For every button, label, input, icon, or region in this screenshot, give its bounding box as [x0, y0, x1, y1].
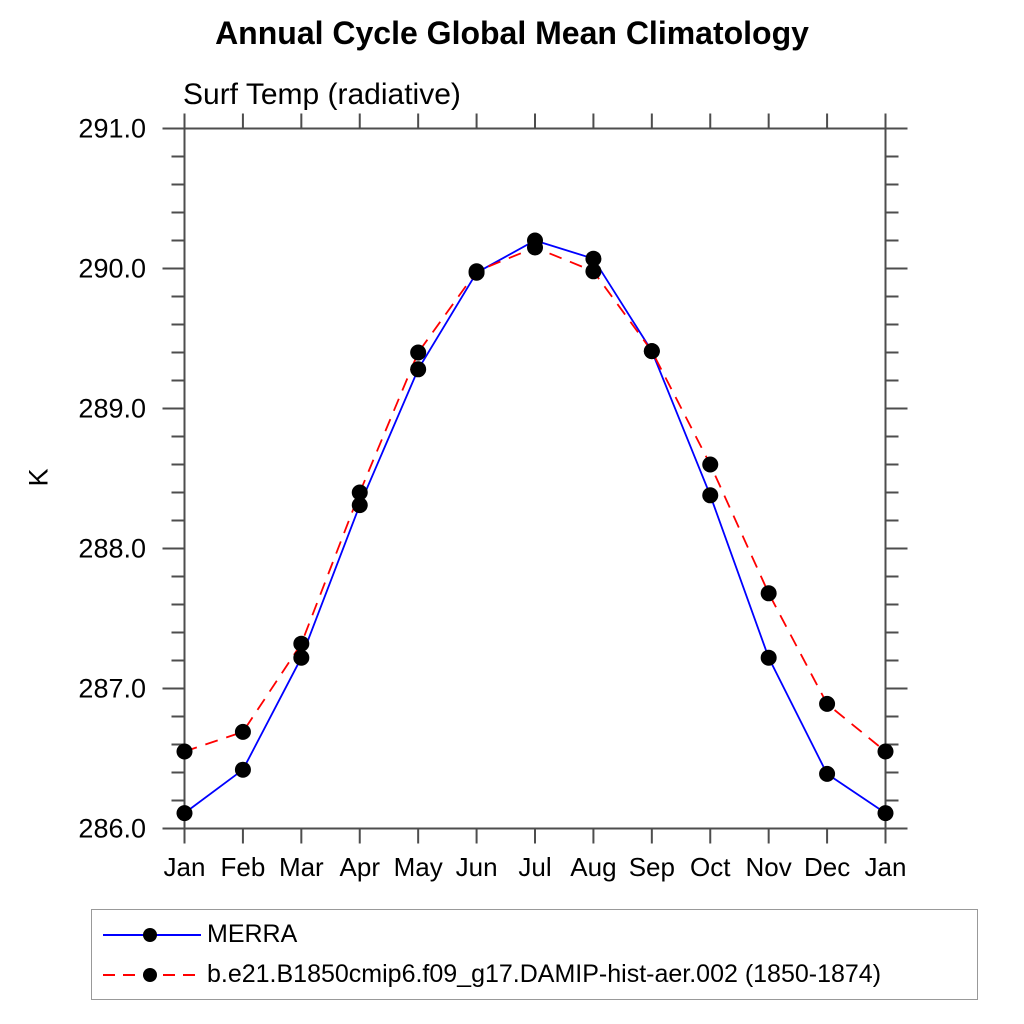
data-point-marker	[643, 343, 660, 360]
data-point-marker	[176, 743, 193, 760]
data-point-marker	[760, 585, 777, 602]
data-point-marker	[234, 723, 251, 740]
chart-title: Annual Cycle Global Mean Climatology	[215, 15, 809, 51]
data-point-marker	[176, 805, 193, 822]
x-tick-label: Aug	[570, 852, 616, 882]
x-tick-label: Jan	[865, 852, 907, 882]
data-point-marker	[585, 250, 602, 267]
series-line-merra	[183, 239, 887, 814]
chart-subtitle: Surf Temp (radiative)	[183, 78, 461, 111]
data-point-marker	[351, 484, 368, 501]
series-line-model	[184, 246, 887, 753]
data-point-marker	[410, 361, 427, 378]
data-point-marker	[819, 765, 836, 782]
data-point-marker	[760, 649, 777, 666]
data-point-marker	[293, 635, 310, 652]
y-tick-label: 291.0	[78, 114, 146, 144]
x-tick-label: Mar	[279, 852, 324, 882]
y-tick-label: 286.0	[78, 814, 146, 844]
y-tick-label: 289.0	[78, 394, 146, 424]
y-tick-label: 290.0	[78, 254, 146, 284]
data-point-marker	[819, 695, 836, 712]
data-point-marker	[351, 497, 368, 514]
y-tick-label: 287.0	[78, 674, 146, 704]
legend-marker-icon	[143, 967, 157, 982]
data-point-marker	[234, 761, 251, 778]
legend-marker-icon	[143, 927, 157, 942]
data-point-marker	[293, 649, 310, 666]
x-tick-label: Jul	[518, 852, 551, 882]
data-point-marker	[468, 263, 485, 280]
data-point-marker	[410, 344, 427, 361]
x-tick-label: Nov	[746, 852, 792, 882]
legend: MERRA b.e21.B1850cmip6.f09_g17.DAMIP-his…	[91, 909, 978, 1000]
data-point-marker	[527, 239, 543, 256]
x-tick-label: May	[394, 852, 443, 882]
legend-item-merra: MERRA	[97, 919, 977, 951]
x-tick-label: Dec	[804, 852, 850, 882]
data-point-marker	[877, 805, 894, 822]
x-tick-label: Oct	[690, 852, 731, 882]
x-tick-label: Jan	[164, 852, 206, 882]
data-point-marker	[585, 263, 602, 280]
legend-label-merra: MERRA	[207, 920, 298, 948]
legend-label-model: b.e21.B1850cmip6.f09_g17.DAMIP-hist-aer.…	[207, 960, 882, 988]
plot-frame	[183, 127, 887, 830]
data-point-marker	[702, 456, 719, 473]
data-point-marker	[702, 487, 719, 504]
legend-line-sample-dashed	[103, 967, 201, 982]
legend-line-sample-solid	[103, 927, 201, 942]
x-tick-label: Feb	[221, 852, 266, 882]
x-tick-label: Sep	[629, 852, 675, 882]
y-tick-label: 288.0	[78, 534, 146, 564]
legend-item-model: b.e21.B1850cmip6.f09_g17.DAMIP-hist-aer.…	[97, 959, 977, 991]
x-tick-label: Apr	[340, 852, 381, 882]
data-point-marker	[877, 743, 894, 760]
x-tick-label: Jun	[456, 852, 498, 882]
